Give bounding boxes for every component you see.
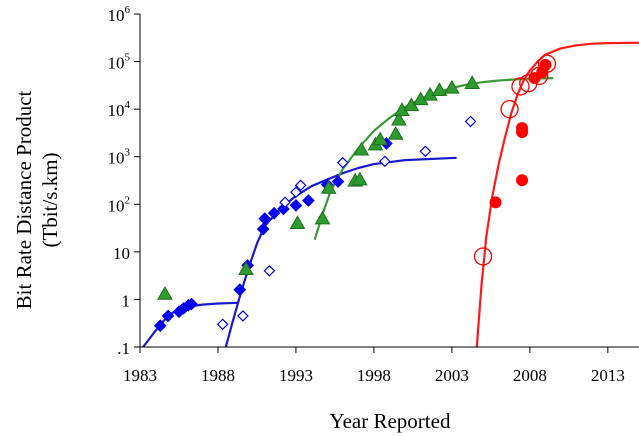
y-axis-title-line-1: Bit Rate Distance Product bbox=[12, 90, 36, 309]
open-diamond-point bbox=[378, 155, 391, 168]
data-points bbox=[153, 54, 557, 333]
x-tick-label: 1998 bbox=[357, 366, 391, 385]
filled-triangle-point bbox=[444, 79, 460, 94]
filled-triangle-point bbox=[390, 111, 407, 126]
x-tick-label: 1988 bbox=[201, 366, 235, 385]
filled-circle-point bbox=[489, 196, 502, 209]
open-diamond-point bbox=[336, 156, 349, 169]
y-tick-base: 1 bbox=[122, 291, 131, 310]
y-tick-label: 1 bbox=[122, 291, 131, 310]
x-tick-label: 1983 bbox=[123, 366, 157, 385]
open-diamond-point bbox=[216, 318, 229, 331]
fit-curve bbox=[475, 41, 639, 348]
open-diamond-point bbox=[464, 115, 477, 128]
y-tick-base: 10 bbox=[113, 244, 130, 263]
y-tick-label: 10 bbox=[113, 244, 130, 263]
y-tick-base: 10 bbox=[108, 54, 125, 73]
open-circle-point bbox=[500, 99, 519, 119]
filled-triangle-point bbox=[157, 286, 173, 300]
y-tick-label: 102 bbox=[108, 194, 131, 215]
open-diamond-point bbox=[237, 310, 249, 322]
y-tick-label: 105 bbox=[108, 52, 131, 73]
y-tick-label: 104 bbox=[108, 99, 131, 120]
filled-circle-point bbox=[516, 174, 529, 187]
filled-diamond-point bbox=[185, 297, 198, 311]
y-tick-exponent: 3 bbox=[125, 147, 131, 159]
filled-diamond-point bbox=[153, 319, 167, 333]
open-circle-point bbox=[511, 77, 530, 96]
axes bbox=[139, 14, 639, 348]
x-tick-label: 2008 bbox=[513, 366, 547, 385]
y-axis-title: Bit Rate Distance Product (Tbit/s.km) bbox=[12, 90, 62, 309]
y-tick-base: 10 bbox=[108, 101, 125, 120]
open-diamond-point bbox=[290, 186, 302, 198]
y-tick-label: 106 bbox=[108, 4, 131, 25]
y-tick-base: 10 bbox=[108, 6, 125, 25]
y-tick-exponent: 5 bbox=[125, 52, 131, 64]
filled-triangle-point bbox=[352, 171, 368, 186]
filled-diamond-point bbox=[289, 198, 303, 212]
fit-curve bbox=[224, 156, 457, 348]
y-tick-base: .1 bbox=[117, 339, 130, 358]
x-axis-ticks: 1983 1988 1993 1998 2003 2008 2013 bbox=[123, 347, 625, 385]
open-circle-point bbox=[473, 247, 493, 266]
fit-curves bbox=[142, 41, 639, 348]
y-tick-label: 103 bbox=[108, 147, 131, 168]
filled-triangle-point bbox=[387, 126, 404, 140]
y-tick-base: 10 bbox=[108, 149, 125, 168]
filled-triangle-point bbox=[320, 179, 337, 194]
open-diamond-point bbox=[294, 179, 307, 192]
y-tick-exponent: 6 bbox=[125, 4, 131, 16]
y-axis-title-line-2: (Tbit/s.km) bbox=[38, 152, 62, 247]
filled-diamond-point bbox=[258, 212, 272, 225]
filled-triangle-point bbox=[238, 261, 254, 276]
x-tick-label: 2013 bbox=[591, 366, 625, 385]
filled-triangle-point bbox=[464, 75, 481, 90]
y-tick-exponent: 4 bbox=[125, 99, 131, 111]
open-diamond-point bbox=[279, 196, 291, 209]
filled-diamond-point bbox=[256, 222, 270, 236]
y-tick-exponent: 2 bbox=[125, 194, 131, 206]
open-diamond-point bbox=[263, 264, 276, 277]
filled-triangle-point bbox=[431, 82, 448, 96]
x-tick-label: 1993 bbox=[279, 366, 313, 385]
open-circle-point bbox=[537, 54, 557, 73]
filled-triangle-point bbox=[353, 141, 370, 156]
open-circle-point bbox=[519, 74, 538, 93]
y-tick-base: 10 bbox=[108, 196, 125, 215]
filled-diamond-point bbox=[267, 206, 281, 220]
x-axis-title: Year Reported bbox=[330, 409, 451, 433]
y-tick-label: .1 bbox=[117, 339, 130, 358]
filled-circle-point bbox=[516, 122, 529, 135]
filled-diamond-point bbox=[302, 194, 315, 207]
filled-diamond-point bbox=[233, 283, 247, 297]
filled-diamond-point bbox=[331, 175, 345, 188]
filled-triangle-point bbox=[314, 210, 331, 225]
open-diamond-point bbox=[419, 145, 432, 158]
x-tick-label: 2003 bbox=[435, 366, 469, 385]
filled-triangle-point bbox=[289, 215, 306, 229]
filled-diamond-point bbox=[161, 309, 175, 323]
filled-triangle-point bbox=[372, 131, 389, 146]
